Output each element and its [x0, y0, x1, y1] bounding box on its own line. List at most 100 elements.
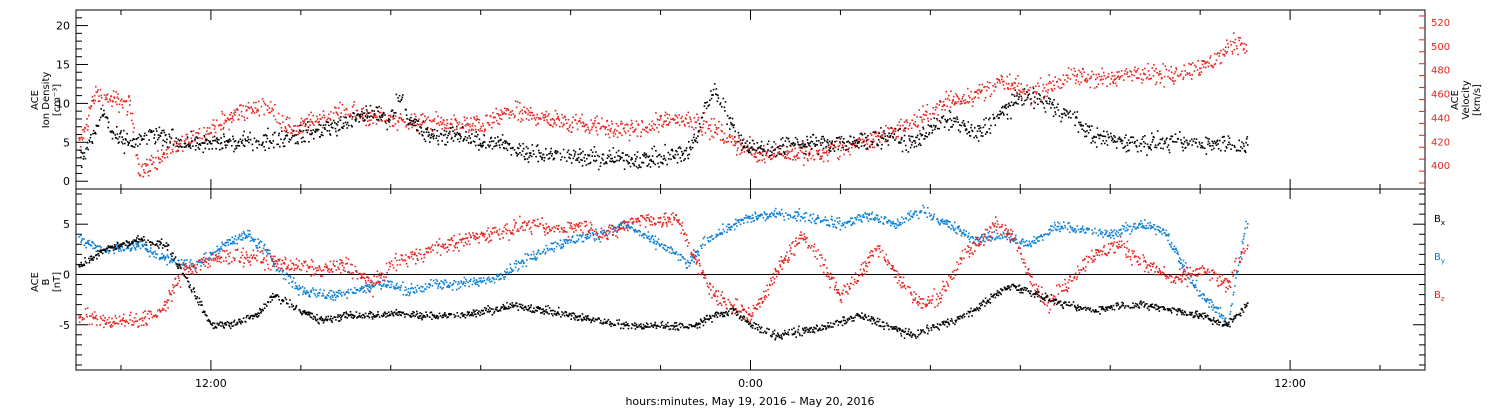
velocity-series-point — [243, 117, 245, 119]
velocity-series-point — [207, 127, 209, 129]
velocity-series-point — [93, 99, 95, 101]
density-series-point — [332, 127, 334, 129]
velocity-series-point — [676, 115, 678, 117]
by-series-point — [963, 229, 965, 231]
density-series-point — [620, 158, 622, 160]
density-series-point — [460, 138, 462, 140]
density-series-point — [605, 161, 607, 163]
density-series-point — [504, 148, 506, 150]
velocity-series-point — [1120, 76, 1122, 78]
density-series-point — [734, 131, 736, 133]
by-series-point — [365, 292, 367, 294]
velocity-series-point — [285, 128, 287, 130]
by-series-point — [203, 253, 205, 255]
by-series-point — [661, 243, 663, 245]
density-series-point — [89, 139, 91, 141]
velocity-series-point — [130, 113, 132, 115]
density-series-point — [345, 122, 347, 124]
density-series-point — [1157, 144, 1159, 146]
velocity-series-point — [624, 131, 626, 133]
density-series-point — [830, 150, 832, 152]
density-series-point — [928, 134, 930, 136]
velocity-series-point — [787, 150, 789, 152]
density-series-point — [677, 162, 679, 164]
velocity-series-point — [947, 98, 949, 100]
density-series-point — [436, 137, 438, 139]
density-series-point — [745, 142, 747, 144]
velocity-series-point — [629, 140, 631, 142]
velocity-series-point — [394, 118, 396, 120]
density-series-point — [584, 160, 586, 162]
density-series-point — [496, 145, 498, 147]
density-series-point — [297, 141, 299, 143]
velocity-series-point — [528, 119, 530, 121]
by-series-point — [773, 213, 775, 215]
by-series-point — [1027, 245, 1029, 247]
velocity-series-point — [490, 116, 492, 118]
density-series-point — [974, 127, 976, 129]
density-series-point — [540, 152, 542, 154]
velocity-series-point — [1103, 72, 1105, 74]
velocity-series-point — [1091, 71, 1093, 73]
by-series-point — [827, 224, 829, 226]
density-series-point — [1006, 104, 1008, 106]
density-series-point — [264, 150, 266, 152]
velocity-series-point — [587, 127, 589, 129]
by-series-point — [849, 221, 851, 223]
density-series-point — [282, 142, 284, 144]
velocity-series-point — [1240, 37, 1242, 39]
velocity-series-point — [1052, 90, 1054, 92]
density-series-point — [310, 130, 312, 132]
density-series-point — [501, 144, 503, 146]
velocity-series-point — [1219, 53, 1221, 55]
velocity-series-point — [999, 82, 1001, 84]
density-series-point — [361, 111, 363, 113]
density-series-point — [308, 141, 310, 143]
density-series-point — [685, 150, 687, 152]
density-series-point — [1177, 138, 1179, 140]
velocity-series-point — [718, 121, 720, 123]
density-series-point — [958, 129, 960, 131]
velocity-series-point — [1134, 67, 1136, 69]
by-series-point — [992, 237, 994, 239]
density-series-point — [1218, 148, 1220, 150]
velocity-series-point — [590, 119, 592, 121]
density-series-point — [1140, 150, 1142, 152]
velocity-series-point — [952, 100, 954, 102]
velocity-series-point — [488, 122, 490, 124]
density-series-point — [362, 117, 364, 119]
velocity-series-point — [233, 113, 235, 115]
density-series-point — [171, 138, 173, 140]
density-series-point — [1207, 138, 1209, 140]
density-series-point — [343, 125, 345, 127]
density-series-point — [93, 130, 95, 132]
velocity-series-point — [535, 125, 537, 127]
density-series-point — [584, 154, 586, 156]
velocity-series-point — [1111, 72, 1113, 74]
by-series-point — [241, 235, 243, 237]
by-series-point — [503, 277, 505, 279]
density-series-point — [138, 137, 140, 139]
by-series-point — [1080, 231, 1082, 233]
velocity-series-point — [730, 137, 732, 139]
velocity-series-point — [893, 130, 895, 132]
velocity-series-point — [769, 157, 771, 159]
velocity-series-point — [1040, 99, 1042, 101]
by-series-point — [589, 237, 591, 239]
density-series-point — [969, 131, 971, 133]
velocity-series-point — [1142, 79, 1144, 81]
density-series-point — [875, 131, 877, 133]
density-series-point — [655, 150, 657, 152]
density-series-point — [414, 121, 416, 123]
by-series-point — [1056, 229, 1058, 231]
by-series-point — [472, 284, 474, 286]
velocity-series-point — [499, 118, 501, 120]
by-series-point — [845, 227, 847, 229]
density-series-point — [414, 118, 416, 120]
velocity-series-point — [550, 119, 552, 121]
by-series-point — [1065, 227, 1067, 229]
velocity-series-point — [370, 119, 372, 121]
by-series-point — [718, 229, 720, 231]
by-series-point — [723, 229, 725, 231]
velocity-series-point — [508, 114, 510, 116]
